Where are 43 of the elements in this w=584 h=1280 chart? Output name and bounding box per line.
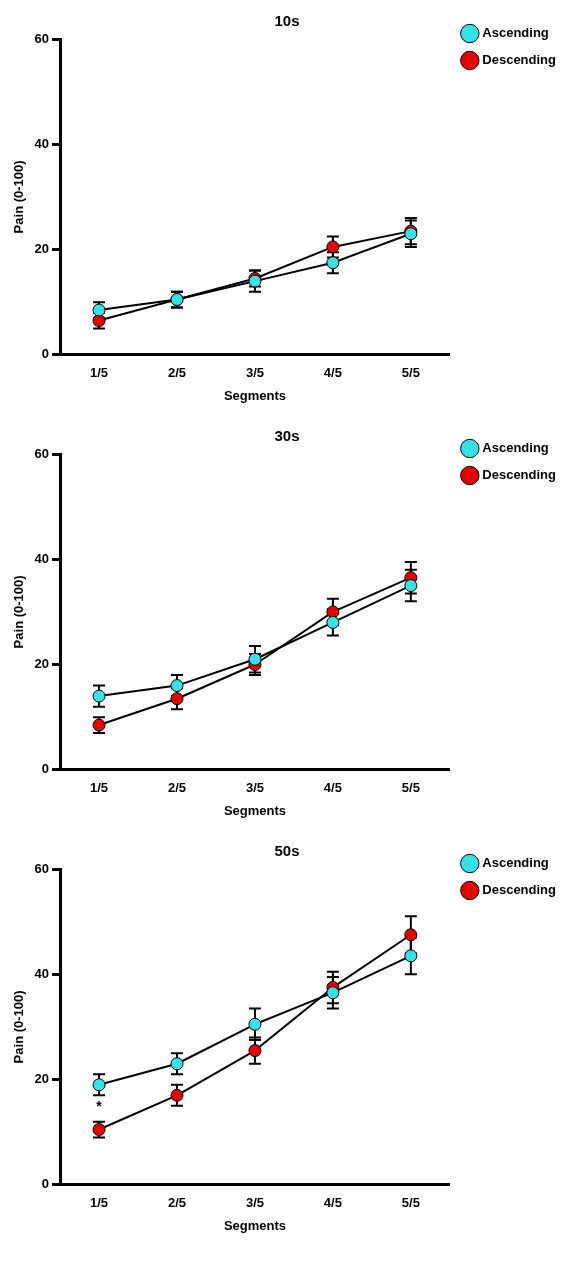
x-tick-label: 4/5	[323, 780, 342, 796]
annotation: *	[96, 1098, 103, 1115]
y-tick-label: 0	[41, 346, 50, 362]
x-axis-title: Segments	[223, 387, 287, 403]
y-tick-label: 40	[34, 135, 50, 151]
legend-label: Ascending	[482, 25, 549, 41]
x-tick-label: 4/5	[323, 1195, 342, 1211]
y-tick-label: 60	[34, 860, 50, 876]
legend-label: Descending	[482, 467, 557, 483]
legend-label: Ascending	[482, 440, 549, 456]
y-axis-title: Pain (0-100)	[11, 575, 27, 649]
x-tick-label: 5/5	[401, 780, 420, 796]
y-tick-label: 60	[34, 30, 50, 46]
chart-title: 50s	[274, 842, 300, 860]
chart-title: 30s	[274, 427, 300, 445]
x-axis-title: Segments	[223, 802, 287, 818]
x-axis-title: Segments	[223, 1217, 287, 1233]
y-tick-label: 20	[34, 1071, 50, 1087]
chart-title: 10s	[274, 12, 300, 30]
x-tick-label: 2/5	[167, 365, 187, 381]
x-tick-label: 2/5	[167, 1195, 187, 1211]
y-tick-label: 20	[34, 656, 50, 672]
x-tick-label: 1/5	[90, 780, 109, 796]
x-tick-label: 3/5	[245, 365, 264, 381]
x-tick-label: 4/5	[323, 365, 342, 381]
x-tick-label: 3/5	[245, 780, 264, 796]
y-axis-title: Pain (0-100)	[11, 990, 27, 1064]
y-tick-label: 60	[34, 445, 50, 461]
legend-label: Ascending	[482, 855, 549, 871]
y-tick-label: 0	[41, 1176, 50, 1192]
x-tick-label: 1/5	[90, 365, 109, 381]
y-tick-label: 40	[34, 550, 50, 566]
x-tick-label: 2/5	[167, 780, 187, 796]
x-tick-label: 5/5	[401, 1195, 420, 1211]
x-tick-label: 5/5	[401, 365, 420, 381]
y-tick-label: 20	[34, 241, 50, 257]
legend-label: Descending	[482, 882, 557, 898]
x-tick-label: 1/5	[90, 1195, 109, 1211]
legend-label: Descending	[482, 52, 557, 68]
y-tick-label: 0	[41, 761, 50, 777]
y-tick-label: 40	[34, 965, 50, 981]
y-axis-title: Pain (0-100)	[11, 160, 27, 234]
x-tick-label: 3/5	[245, 1195, 264, 1211]
